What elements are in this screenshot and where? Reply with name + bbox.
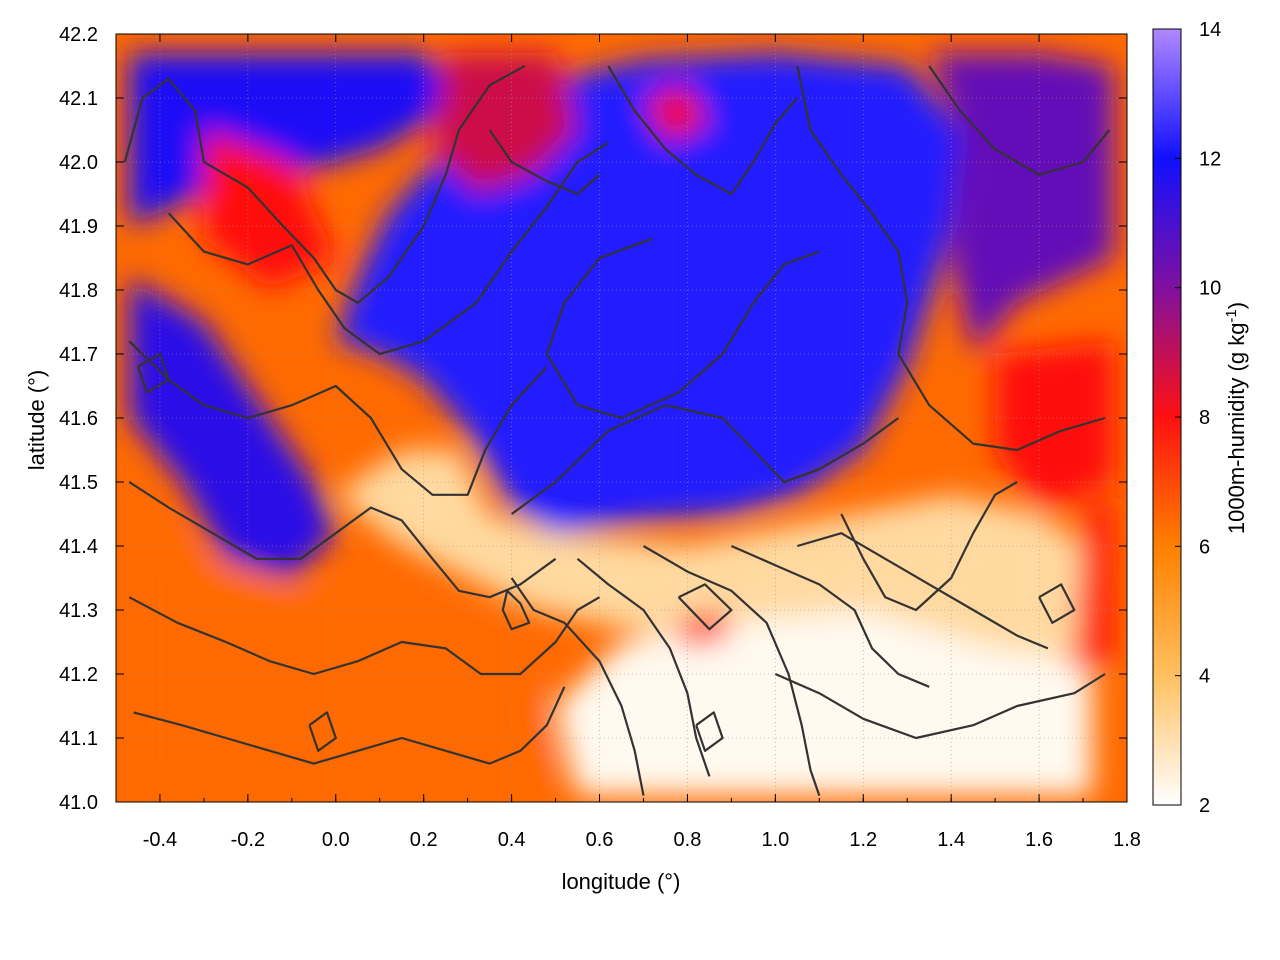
x-tick-label: 1.6 (1025, 829, 1053, 851)
colorbar-title-end: ) (1224, 302, 1249, 309)
y-tick-label: 42.2 (59, 24, 98, 46)
humidity-region-ebro-pocket-red (674, 610, 732, 649)
colorbar-ticks: 2 4 6 8 10 12 14 (1175, 19, 1221, 817)
contour-line (133, 686, 566, 765)
y-tick-label: 41.0 (59, 792, 98, 814)
contour-line (642, 545, 821, 796)
humidity-region-south-east-dry (555, 610, 1092, 796)
contour-line (576, 557, 711, 777)
x-tick-label: 1.8 (1113, 829, 1141, 851)
contour-line (488, 129, 601, 196)
contour-line (123, 65, 526, 304)
humidity-region-central-dry-valley (335, 450, 1083, 674)
plot-area (115, 33, 1128, 803)
colorbar-tick-label: 14 (1199, 19, 1221, 41)
colorbar-tick-label: 6 (1199, 536, 1210, 558)
x-tick-label: -0.2 (231, 829, 265, 851)
humidity-region-west-moist-band (129, 277, 336, 578)
contour-line (128, 481, 557, 599)
contour-line (677, 583, 733, 631)
y-tick-label: 41.9 (59, 216, 98, 238)
x-tick-label: 0.8 (674, 829, 702, 851)
humidity-region-east-red-edge (995, 341, 1114, 514)
y-tick-label: 41.5 (59, 472, 98, 494)
contour-line (167, 141, 609, 356)
terrain-contours (123, 65, 1111, 796)
y-tick-label: 42.1 (59, 88, 98, 110)
y-tick-label: 41.7 (59, 344, 98, 366)
humidity-region-pre-dry-pyrenees (432, 53, 578, 195)
contour-line (510, 404, 900, 515)
contour-line (840, 481, 1018, 612)
contour-line (607, 65, 799, 196)
colorbar-tick-label: 8 (1199, 407, 1210, 429)
y-tick-label: 41.4 (59, 536, 98, 558)
colorbar-title: 1000m-humidity (g kg-1) (1223, 302, 1249, 534)
colorbar-title-sup: -1 (1223, 309, 1240, 322)
colorbar-tick-label: 12 (1199, 148, 1221, 170)
contour-line (695, 711, 724, 752)
x-tick-label: 1.2 (849, 829, 877, 851)
humidity-region-south-east-coast-red (1074, 494, 1114, 674)
x-tick-label: 0.6 (586, 829, 614, 851)
contour-line (796, 532, 1049, 650)
contour-line (128, 340, 548, 496)
contour-line (136, 352, 170, 394)
y-tick-label: 42.0 (59, 152, 98, 174)
contour-line (1038, 583, 1076, 624)
x-tick-label: 0.4 (498, 829, 526, 851)
contour-line (545, 237, 820, 420)
contour-line (730, 544, 930, 688)
humidity-region-north-pocket-red (643, 85, 710, 143)
x-tick-label: 1.0 (761, 829, 789, 851)
y-axis: 41.0 41.1 41.2 41.3 41.4 41.5 41.6 41.7 41.8 41.9… (59, 24, 1127, 814)
x-tick-label: 0.0 (322, 829, 350, 851)
y-axis-title: latitude (°) (24, 370, 49, 471)
contour-line (510, 577, 645, 796)
x-tick-label: -0.4 (143, 829, 177, 851)
y-tick-label: 41.8 (59, 280, 98, 302)
contour-line (796, 65, 1106, 452)
y-tick-label: 41.2 (59, 664, 98, 686)
colorbar-tick-label: 10 (1199, 278, 1221, 300)
y-tick-label: 41.6 (59, 408, 98, 430)
colorbar-title-main: 1000m-humidity (g kg (1224, 323, 1249, 535)
x-tick-label: 0.2 (410, 829, 438, 851)
colorbar-tick-label: 2 (1199, 795, 1210, 817)
contour-line (928, 65, 1111, 176)
contour-line (128, 596, 601, 676)
x-axis: -0.4 -0.2 0.0 0.2 0.4 0.6 0.8 1.0 1.2 1.4 1.6 1.8 (115, 34, 1141, 851)
colorbar: 2 4 6 8 10 12 14 1000m-humidity (g kg-1) (1152, 19, 1249, 817)
colorbar-tick-label: 4 (1199, 666, 1210, 688)
y-tick-label: 41.1 (59, 728, 98, 750)
y-tick-label: 41.3 (59, 600, 98, 622)
humidity-region-south-west-orange (129, 514, 556, 796)
contour-line (501, 590, 531, 631)
x-tick-label: 1.4 (937, 829, 965, 851)
contour-line (308, 711, 337, 752)
contour-line (774, 672, 1106, 740)
x-axis-title: longitude (°) (562, 869, 681, 894)
